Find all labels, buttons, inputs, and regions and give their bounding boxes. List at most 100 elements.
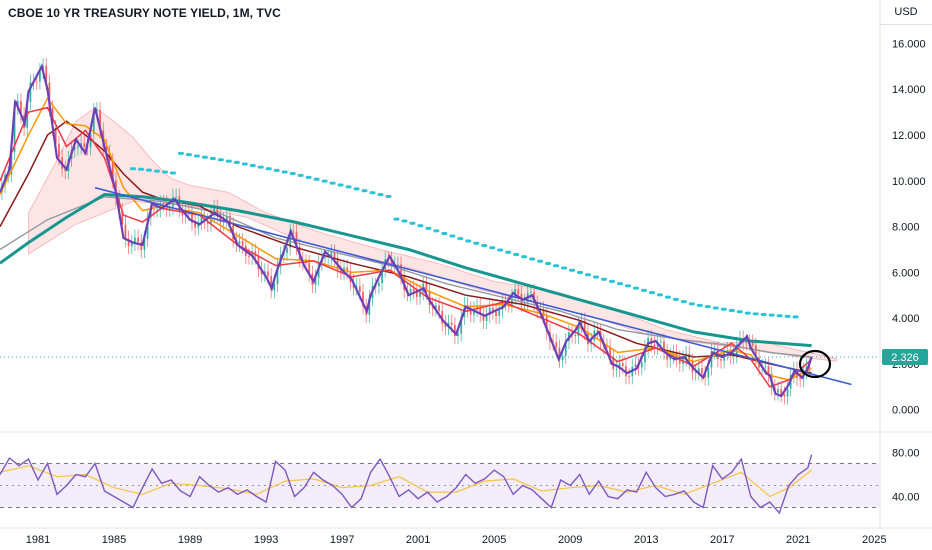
psar-dot xyxy=(130,167,137,171)
candle-body xyxy=(134,237,136,244)
candle-body xyxy=(453,324,456,336)
candle-body xyxy=(191,212,193,223)
psar-dot xyxy=(513,253,520,257)
time-tick-label: 2005 xyxy=(482,534,506,546)
rsi-pane xyxy=(0,454,880,515)
candle-body xyxy=(739,338,741,345)
candle-body xyxy=(289,231,292,248)
psar-dot xyxy=(321,179,328,183)
candle-body xyxy=(77,146,79,148)
price-tick-label: 0.000 xyxy=(892,405,920,417)
psar-dot xyxy=(169,171,176,175)
candle-body xyxy=(241,241,244,246)
candle-body xyxy=(783,394,786,397)
psar-dot xyxy=(385,195,392,199)
candle-body xyxy=(390,259,393,266)
candle-body xyxy=(618,363,621,369)
psar-dot xyxy=(624,284,631,288)
candle-body xyxy=(362,291,364,307)
rsi-line xyxy=(0,454,813,515)
psar-dot xyxy=(345,185,352,189)
candle-body xyxy=(688,353,691,362)
psar-dot xyxy=(241,162,248,166)
candle-body xyxy=(786,388,789,397)
time-tick-label: 1981 xyxy=(26,534,50,546)
candle-body xyxy=(143,238,146,250)
candle-body xyxy=(694,372,697,374)
price-scale[interactable]: 16.000 14.000 12.000 10.000 8.000 6.000 4.000 2… xyxy=(892,38,926,416)
candle-body xyxy=(400,264,402,277)
psar-dot xyxy=(289,172,296,176)
psar-dot xyxy=(369,191,376,195)
candle-body xyxy=(653,344,656,347)
candle-body xyxy=(206,221,209,224)
time-tick-label: 2017 xyxy=(710,534,734,546)
candle-body xyxy=(501,301,504,310)
time-tick-label: 2025 xyxy=(862,534,886,546)
candle-body xyxy=(612,356,615,370)
psar-dot xyxy=(736,310,743,314)
candle-body xyxy=(330,252,333,257)
candle-body xyxy=(583,320,586,333)
candle-body xyxy=(197,222,200,228)
candle-body xyxy=(457,333,459,336)
rsi-tick-label: 40.00 xyxy=(892,492,920,504)
candle-body xyxy=(710,351,713,368)
time-scale[interactable]: 1981 1985 1989 1993 1997 2001 2005 2009 2013 2017… xyxy=(26,534,887,546)
psar-dot xyxy=(632,286,639,290)
psar-dot xyxy=(153,169,160,173)
psar-dot xyxy=(720,307,727,311)
currency-label[interactable]: USD xyxy=(880,0,932,25)
psar-dot xyxy=(473,241,480,245)
candle-body xyxy=(162,203,165,204)
candle-body xyxy=(105,146,108,153)
psar-dot xyxy=(161,170,168,174)
candle-body xyxy=(780,389,783,395)
candle-body xyxy=(276,266,279,285)
ma-teal-line xyxy=(0,192,812,348)
candle-body xyxy=(621,363,624,367)
candle-body xyxy=(482,314,485,321)
psar-dot xyxy=(744,311,751,315)
psar-dot xyxy=(545,261,552,265)
psar-dot xyxy=(537,259,544,263)
candle-body xyxy=(263,271,266,275)
candle-body xyxy=(225,215,228,220)
candle-body xyxy=(73,147,76,150)
candle-body xyxy=(137,237,140,243)
ichimoku-cloud xyxy=(28,107,837,362)
candle-body xyxy=(754,345,757,358)
candle-body xyxy=(10,151,13,175)
psar-dot xyxy=(609,279,616,283)
candle-body xyxy=(270,276,273,291)
candle-body xyxy=(701,368,703,374)
annotation-circle[interactable] xyxy=(798,349,832,379)
candle-body xyxy=(54,128,57,144)
candle-body xyxy=(713,349,716,352)
psar-dot xyxy=(561,266,568,270)
price-pane xyxy=(0,57,880,405)
candle-body xyxy=(20,101,22,116)
ma-mid-line xyxy=(0,96,812,381)
candle-body xyxy=(640,362,643,368)
candle-body xyxy=(89,133,92,148)
psar-dot xyxy=(776,314,783,318)
candle-body xyxy=(678,358,681,364)
candle-body xyxy=(751,342,754,346)
trend-line[interactable] xyxy=(94,186,852,386)
psar-dot xyxy=(656,293,663,297)
time-tick-label: 2001 xyxy=(406,534,430,546)
psar-dot xyxy=(337,183,344,187)
psar-dot xyxy=(529,257,536,261)
candle-body xyxy=(530,292,532,293)
rsi-scale[interactable]: 80.00 40.00 xyxy=(892,448,920,504)
psar-dot xyxy=(377,193,384,197)
psar-dot xyxy=(217,158,224,162)
candle-body xyxy=(808,366,811,368)
candle-body xyxy=(96,110,98,112)
psar-dot xyxy=(616,282,623,286)
psar-dots xyxy=(130,151,799,319)
psar-dot xyxy=(553,264,560,268)
candle-body xyxy=(339,269,342,272)
